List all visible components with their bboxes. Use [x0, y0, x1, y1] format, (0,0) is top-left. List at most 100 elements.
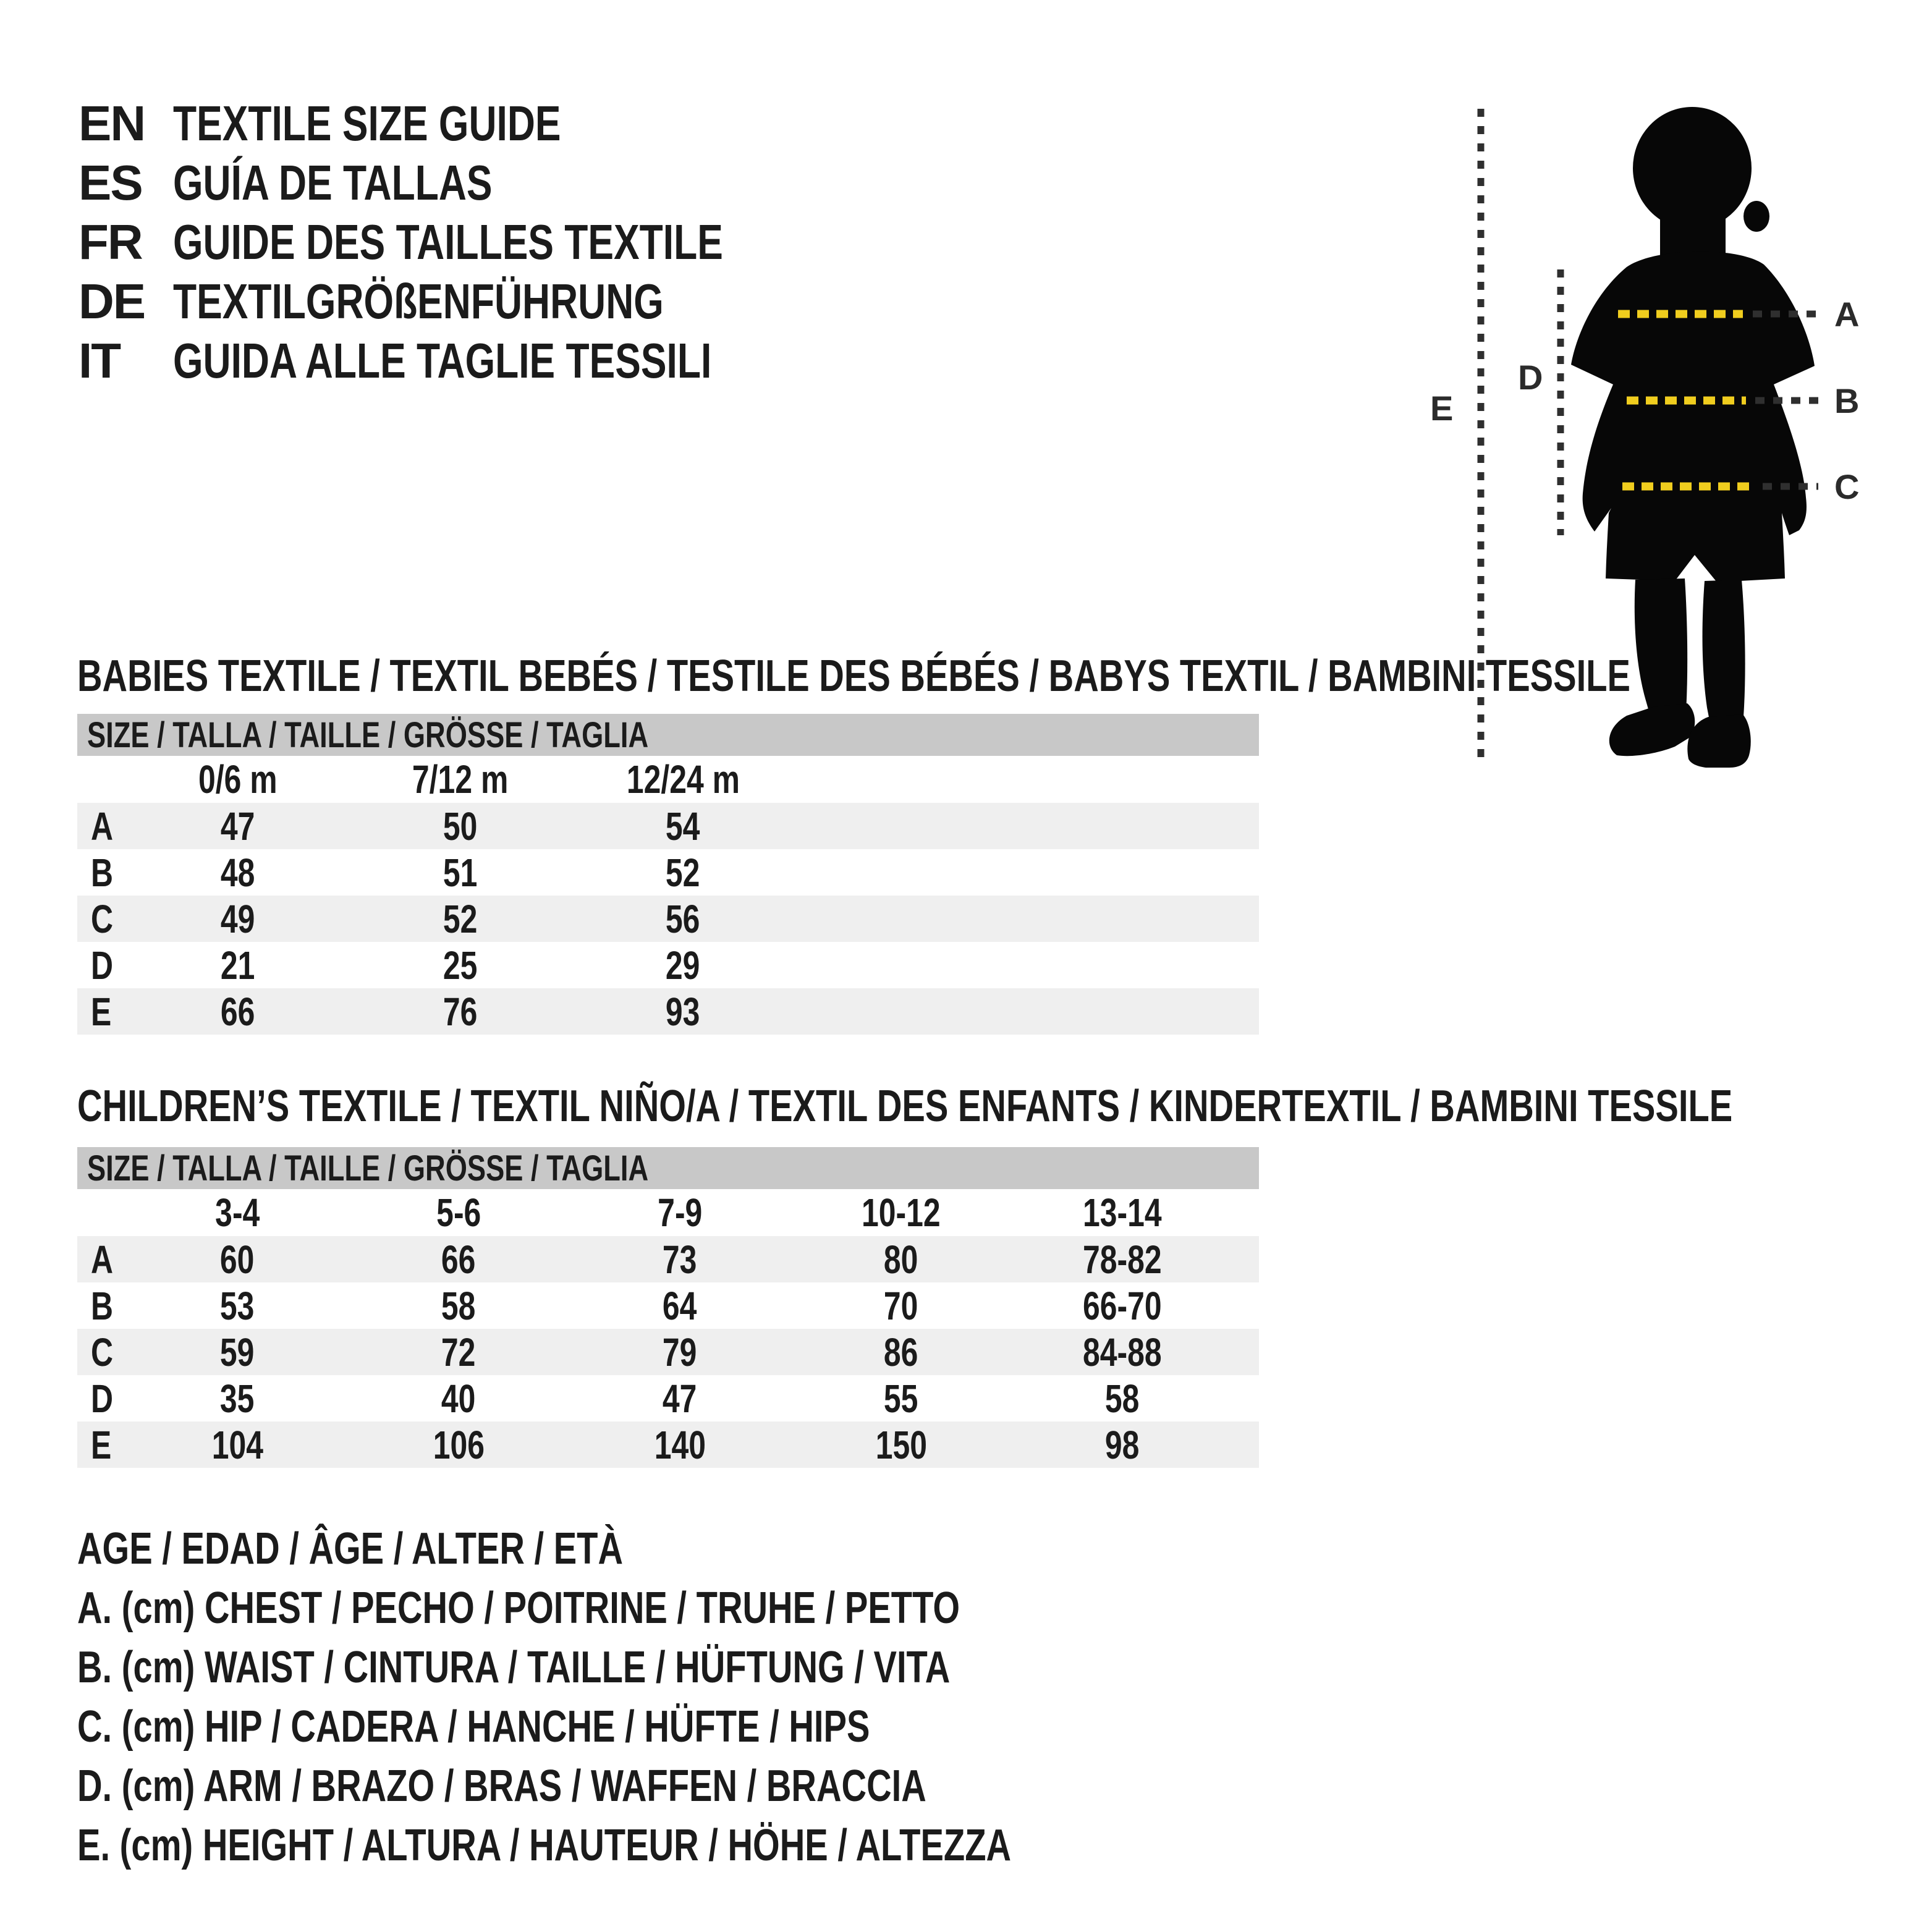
legend-line-hip: C. (cm) HIP / CADERA / HANCHE / HÜFTE / … [77, 1702, 870, 1752]
children-column-header: 10-12 [862, 1190, 941, 1235]
legend-line-arm: D. (cm) ARM / BRAZO / BRAS / WAFFEN / BR… [77, 1761, 926, 1811]
babies-column-header: 7/12 m [412, 757, 509, 802]
cell-value: 48 [221, 850, 255, 895]
language-row-fr: FR GUIDE DES TAILLES TEXTILE [78, 213, 878, 272]
row-label: E [91, 1422, 112, 1467]
cell-value: 56 [666, 896, 700, 941]
cell-value: 80 [884, 1237, 918, 1282]
cell-value: 47 [221, 803, 255, 849]
cell-value: 78-82 [1083, 1237, 1162, 1282]
language-row-en: EN TEXTILE SIZE GUIDE [78, 94, 878, 153]
row-label: A [91, 803, 114, 849]
language-label: GUIDE DES TAILLES TEXTILE [173, 214, 723, 269]
cell-value: 35 [220, 1376, 255, 1421]
babies-column-header-row: 0/6 m 7/12 m 12/24 m [77, 756, 1259, 803]
language-row-it: IT GUIDA ALLE TAGLIE TESSILI [78, 331, 878, 391]
language-code: IT [78, 333, 121, 388]
cell-value: 73 [663, 1237, 697, 1282]
language-row-de: DE TEXTILGRÖßENFÜHRUNG [78, 272, 878, 331]
measurement-legend: AGE / EDAD / ÂGE / ALTER / ETÀ A. (cm) C… [77, 1519, 1274, 1875]
table-row: C 59 72 79 86 84-88 [77, 1329, 1259, 1375]
cell-value: 64 [663, 1283, 697, 1328]
cell-value: 58 [441, 1283, 476, 1328]
cell-value: 140 [654, 1422, 706, 1467]
language-heading-list: EN TEXTILE SIZE GUIDE ES GUÍA DE TALLAS … [78, 94, 878, 391]
child-silhouette [1571, 107, 1815, 768]
cell-value: 98 [1105, 1422, 1140, 1467]
row-label: A [91, 1237, 114, 1282]
cell-value: 59 [220, 1329, 255, 1375]
cell-value: 25 [443, 943, 478, 988]
babies-size-header-text: SIZE / TALLA / TAILLE / GRÖSSE / TAGLIA [87, 714, 649, 755]
child-silhouette-diagram: E D A B C [1430, 107, 1859, 768]
cell-value: 52 [666, 850, 700, 895]
cell-value: 58 [1105, 1376, 1140, 1421]
cell-value: 47 [663, 1376, 697, 1421]
cell-value: 104 [211, 1422, 263, 1467]
row-label: E [91, 989, 112, 1034]
cell-value: 40 [441, 1376, 476, 1421]
language-code: FR [78, 214, 143, 269]
cell-value: 49 [221, 896, 255, 941]
cell-value: 66 [441, 1237, 476, 1282]
table-row: D 35 40 47 55 58 [77, 1375, 1259, 1421]
children-section-title-text: CHILDREN’S TEXTILE / TEXTIL NIÑO/A / TEX… [77, 1082, 1733, 1131]
cell-value: 66 [221, 989, 255, 1034]
table-row: E 66 76 93 [77, 988, 1259, 1035]
table-row: E 104 106 140 150 98 [77, 1421, 1259, 1468]
table-row: D 21 25 29 [77, 942, 1259, 988]
language-label: TEXTILE SIZE GUIDE [173, 96, 561, 151]
children-size-table: SIZE / TALLA / TAILLE / GRÖSSE / TAGLIA … [77, 1147, 1259, 1468]
language-code: EN [78, 96, 146, 151]
legend-line-chest: A. (cm) CHEST / PECHO / POITRINE / TRUHE… [77, 1583, 960, 1633]
row-label: C [91, 896, 114, 941]
cell-value: 72 [441, 1329, 476, 1375]
cell-value: 84-88 [1083, 1329, 1162, 1375]
legend-line-waist: B. (cm) WAIST / CINTURA / TAILLE / HÜFTU… [77, 1643, 951, 1692]
table-row: B 53 58 64 70 66-70 [77, 1282, 1259, 1329]
children-column-header: 13-14 [1083, 1190, 1162, 1235]
babies-size-header-bar: SIZE / TALLA / TAILLE / GRÖSSE / TAGLIA [77, 714, 1259, 756]
children-column-header: 5-6 [436, 1190, 481, 1235]
cell-value: 66-70 [1083, 1283, 1162, 1328]
cell-value: 21 [221, 943, 255, 988]
children-size-header-bar: SIZE / TALLA / TAILLE / GRÖSSE / TAGLIA [77, 1147, 1259, 1189]
children-column-header-row: 3-4 5-6 7-9 10-12 13-14 [77, 1189, 1259, 1236]
cell-value: 29 [666, 943, 700, 988]
children-section-title: CHILDREN’S TEXTILE / TEXTIL NIÑO/A / TEX… [77, 1084, 1932, 1129]
children-size-header-text: SIZE / TALLA / TAILLE / GRÖSSE / TAGLIA [87, 1148, 649, 1188]
row-label: D [91, 1376, 114, 1421]
language-label: GUÍA DE TALLAS [173, 155, 493, 210]
legend-line-height: E. (cm) HEIGHT / ALTURA / HAUTEUR / HÖHE… [77, 1821, 1012, 1870]
language-code: ES [78, 155, 143, 210]
cell-value: 50 [443, 803, 478, 849]
row-label: C [91, 1329, 114, 1375]
marker-e-label: E [1430, 389, 1453, 428]
babies-size-table: SIZE / TALLA / TAILLE / GRÖSSE / TAGLIA … [77, 714, 1259, 1035]
cell-value: 54 [666, 803, 700, 849]
cell-value: 79 [663, 1329, 697, 1375]
measurement-figure: E D A B C [1409, 80, 1897, 791]
babies-column-header: 0/6 m [198, 757, 278, 802]
cell-value: 150 [875, 1422, 927, 1467]
marker-b-label: B [1834, 381, 1859, 420]
language-label: TEXTILGRÖßENFÜHRUNG [173, 274, 664, 329]
cell-value: 53 [220, 1283, 255, 1328]
language-label: GUIDA ALLE TAGLIE TESSILI [173, 333, 712, 388]
language-row-es: ES GUÍA DE TALLAS [78, 153, 878, 213]
cell-value: 52 [443, 896, 478, 941]
children-column-header: 7-9 [657, 1190, 703, 1235]
row-label: B [91, 850, 114, 895]
cell-value: 70 [884, 1283, 918, 1328]
marker-d-label: D [1518, 358, 1543, 397]
cell-value: 51 [443, 850, 478, 895]
cell-value: 60 [220, 1237, 255, 1282]
marker-c-label: C [1834, 467, 1859, 506]
babies-column-header: 12/24 m [626, 757, 740, 802]
babies-section-title: BABIES TEXTILE / TEXTIL BEBÉS / TESTILE … [77, 654, 1932, 698]
cell-value: 55 [884, 1376, 918, 1421]
table-row: A 47 50 54 [77, 803, 1259, 849]
cell-value: 93 [666, 989, 700, 1034]
cell-value: 106 [433, 1422, 485, 1467]
